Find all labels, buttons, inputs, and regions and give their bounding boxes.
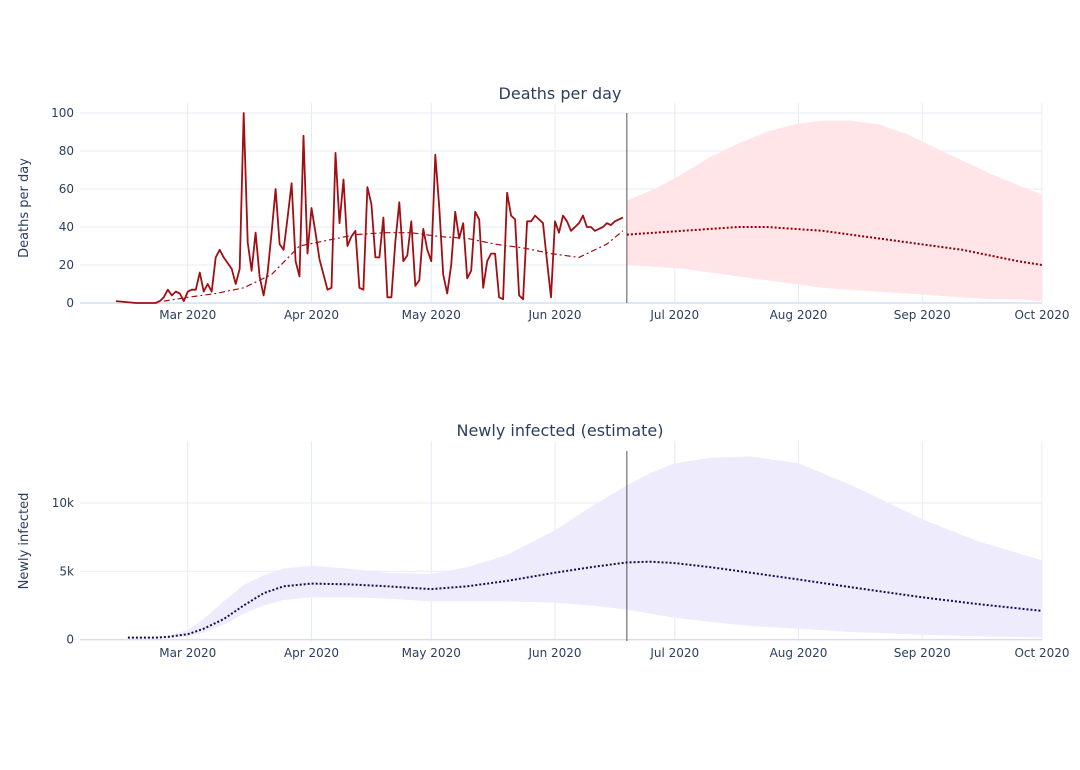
y-tick-label: 10k xyxy=(52,496,74,510)
x-tick-label: Apr 2020 xyxy=(284,646,339,660)
estimate-series-line xyxy=(127,560,1043,639)
labels-layer: Mar 2020 Apr 2020 May 2020 Jun 2020 Jul 2020… xyxy=(52,496,1070,660)
band-layer xyxy=(167,456,1043,639)
y-axis-title: Deaths per day xyxy=(17,158,32,258)
x-tick-label: Apr 2020 xyxy=(284,308,339,322)
smoothed-series-line xyxy=(163,230,624,302)
x-tick-label: Jun 2020 xyxy=(527,308,581,322)
x-tick-label: Oct 2020 xyxy=(1014,646,1069,660)
x-tick-label: Mar 2020 xyxy=(159,646,216,660)
labels-layer: Mar 2020 Apr 2020 May 2020 Jun 2020 Jul 2020… xyxy=(51,106,1069,322)
x-tick-label: Aug 2020 xyxy=(770,308,828,322)
uncertainty-band xyxy=(167,456,1043,639)
y-tick-label: 0 xyxy=(66,296,74,310)
forecast-series-line xyxy=(626,226,1043,266)
x-tick-label: Oct 2020 xyxy=(1014,308,1069,322)
x-tick-label: Jun 2020 xyxy=(527,646,581,660)
x-tick-label: Sep 2020 xyxy=(894,308,951,322)
y-tick-label: 5k xyxy=(59,564,74,578)
x-tick-label: Sep 2020 xyxy=(894,646,951,660)
chart-title: Deaths per day xyxy=(499,84,622,103)
x-tick-label: Aug 2020 xyxy=(770,646,828,660)
y-tick-label: 40 xyxy=(59,220,74,234)
newly-infected-chart: Newly infected (estimate) Newly infected… xyxy=(17,421,1070,660)
band-layer xyxy=(626,120,1042,302)
chart-title: Newly infected (estimate) xyxy=(456,421,663,440)
observed-series-line xyxy=(115,112,624,304)
x-tick-label: May 2020 xyxy=(402,308,461,322)
y-tick-label: 0 xyxy=(66,633,74,647)
lines-layer xyxy=(127,560,1043,639)
uncertainty-band xyxy=(626,120,1042,302)
y-tick-label: 80 xyxy=(59,144,74,158)
lines-layer xyxy=(115,112,1043,304)
y-tick-label: 20 xyxy=(59,258,74,272)
x-tick-label: May 2020 xyxy=(402,646,461,660)
x-tick-label: Mar 2020 xyxy=(159,308,216,322)
deaths-per-day-chart: Deaths per day Deaths per day Mar 2020 Ap… xyxy=(17,84,1070,322)
y-tick-label: 60 xyxy=(59,182,74,196)
y-tick-label: 100 xyxy=(51,106,74,120)
x-tick-label: Jul 2020 xyxy=(649,646,699,660)
y-axis-title: Newly infected xyxy=(17,493,32,590)
x-tick-label: Jul 2020 xyxy=(649,308,699,322)
